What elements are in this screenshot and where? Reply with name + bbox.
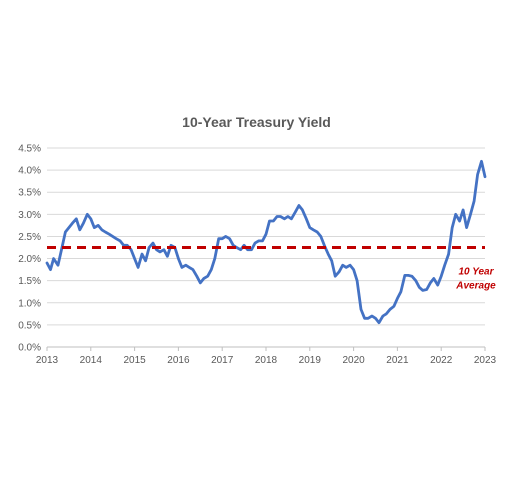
axes bbox=[46, 346, 486, 351]
y-tick-label: 2.5% bbox=[18, 232, 41, 243]
reference-layer: 10 Year Average bbox=[47, 246, 496, 292]
x-tick-label: 2021 bbox=[386, 355, 409, 366]
average-label-line1: 10 Year bbox=[458, 267, 494, 278]
y-tick-label: 4.5% bbox=[18, 144, 41, 155]
x-tick-label: 2016 bbox=[167, 355, 190, 366]
x-tick-label: 2018 bbox=[255, 355, 278, 366]
x-tick-label: 2020 bbox=[342, 355, 365, 366]
x-tick-label: 2013 bbox=[36, 355, 59, 366]
x-tick-label: 2023 bbox=[474, 355, 497, 366]
y-tick-label: 3.0% bbox=[18, 210, 41, 221]
y-tick-label: 2.0% bbox=[18, 254, 41, 265]
y-tick-label: 3.5% bbox=[18, 188, 41, 199]
series-layer bbox=[45, 159, 487, 325]
y-tick-label: 4.0% bbox=[18, 166, 41, 177]
x-tick-label: 2017 bbox=[211, 355, 234, 366]
y-tick-label: 1.5% bbox=[18, 276, 41, 287]
x-tick-label: 2015 bbox=[123, 355, 146, 366]
y-tick-label: 1.0% bbox=[18, 298, 41, 309]
y-tick-label: 0.0% bbox=[18, 343, 41, 354]
x-tick-label: 2014 bbox=[80, 355, 103, 366]
average-label-line2: Average bbox=[455, 281, 496, 292]
chart-title: 10-Year Treasury Yield bbox=[182, 114, 331, 130]
x-tick-label: 2022 bbox=[430, 355, 453, 366]
tick-labels: 0.0% 0.5% 1.0% 1.5% 2.0% 2.5% 3.0% 3.5% 4.0% 4.5%… bbox=[18, 144, 496, 367]
x-tick-label: 2019 bbox=[299, 355, 322, 366]
series-line bbox=[45, 159, 487, 325]
y-tick-label: 0.5% bbox=[18, 320, 41, 331]
